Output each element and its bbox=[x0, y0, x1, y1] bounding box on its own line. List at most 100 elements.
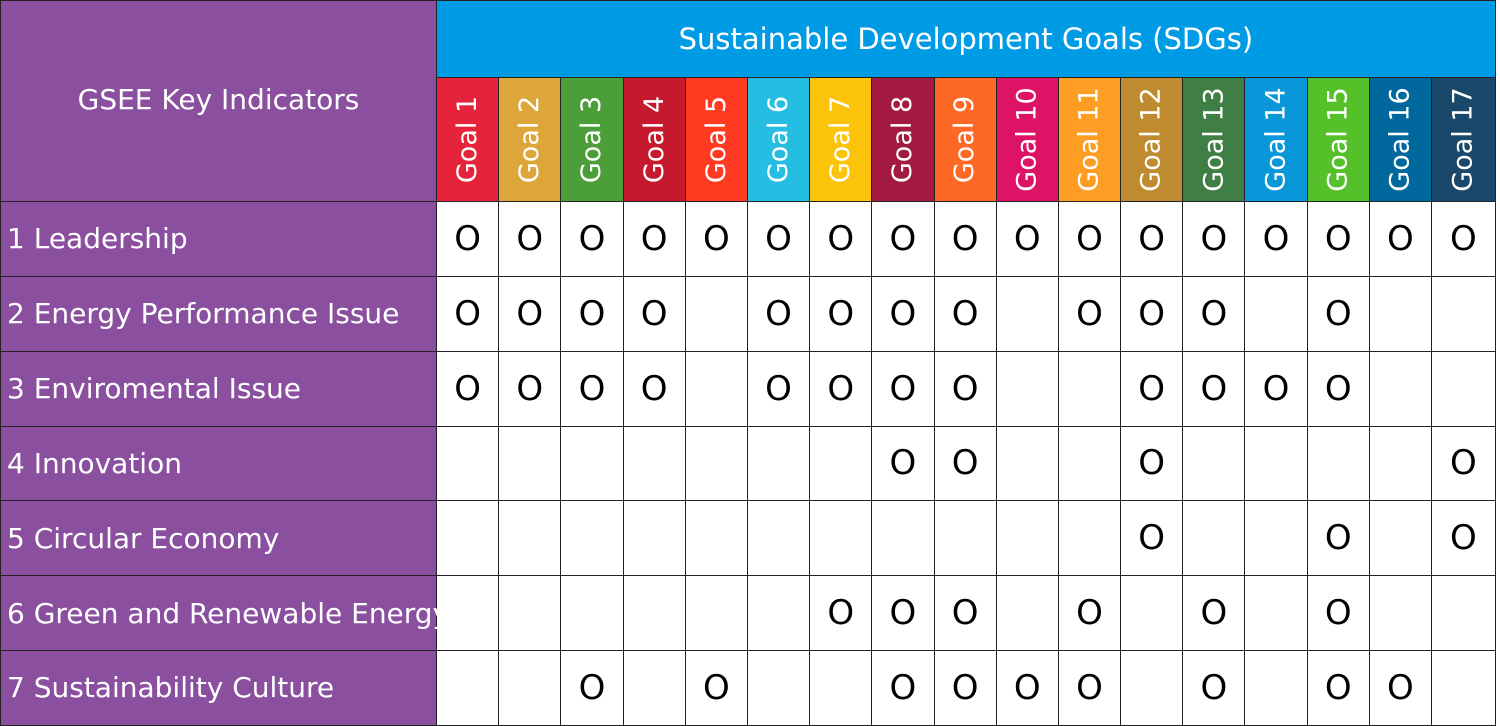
table-cell-empty bbox=[1432, 651, 1496, 726]
table-cell-marked: O bbox=[1121, 426, 1184, 502]
goal-header-4: Goal 4 bbox=[623, 78, 686, 202]
table-cell-empty bbox=[437, 576, 500, 652]
goal-header-13: Goal 13 bbox=[1183, 78, 1246, 202]
table-cell-empty bbox=[1058, 426, 1122, 502]
table-cell-marked: O bbox=[1183, 651, 1246, 726]
goal-header-14: Goal 14 bbox=[1245, 78, 1308, 202]
table-cell-marked: O bbox=[747, 276, 811, 352]
table-cell-empty bbox=[1183, 501, 1246, 577]
table-cell-empty bbox=[437, 651, 500, 726]
table-cell-marked: O bbox=[1121, 276, 1184, 352]
table-cell-empty bbox=[810, 651, 873, 726]
table-cell-marked: O bbox=[561, 276, 624, 352]
table-cell-marked: O bbox=[1058, 202, 1122, 277]
table-cell-marked: O bbox=[685, 202, 748, 277]
table-cell-marked: O bbox=[810, 276, 873, 352]
table-cell-marked: O bbox=[1369, 202, 1432, 277]
table-cell-marked: O bbox=[623, 276, 686, 352]
table-cell-marked: O bbox=[934, 351, 997, 427]
table-cell-empty bbox=[747, 651, 811, 726]
table-cell-marked: O bbox=[437, 202, 500, 277]
table-cell-marked: O bbox=[934, 202, 997, 277]
table-cell-empty bbox=[1369, 576, 1432, 652]
table-cell-marked: O bbox=[561, 351, 624, 427]
table-cell-empty bbox=[1183, 426, 1246, 502]
table-cell-marked: O bbox=[872, 576, 935, 652]
table-cell-marked: O bbox=[561, 651, 624, 726]
table-cell-empty bbox=[499, 426, 562, 502]
goal-header-label: Goal 2 bbox=[514, 95, 546, 184]
goal-header-label: Goal 13 bbox=[1198, 87, 1230, 192]
table-cell-empty bbox=[499, 651, 562, 726]
goal-header-label: Goal 7 bbox=[825, 95, 857, 184]
table-cell-empty bbox=[934, 501, 997, 577]
table-cell-empty bbox=[561, 501, 624, 577]
goal-header-label: Goal 15 bbox=[1322, 87, 1354, 192]
indicator-label-4: 4 Innovation bbox=[0, 426, 437, 502]
goal-header-label: Goal 8 bbox=[887, 95, 919, 184]
table-cell-empty bbox=[499, 501, 562, 577]
goal-header-10: Goal 10 bbox=[996, 78, 1059, 202]
table-cell-empty bbox=[810, 426, 873, 502]
indicator-label-5: 5 Circular Economy bbox=[0, 501, 437, 577]
table-cell-marked: O bbox=[561, 202, 624, 277]
table-cell-empty bbox=[437, 501, 500, 577]
table-cell-empty bbox=[996, 501, 1059, 577]
table-cell-marked: O bbox=[623, 351, 686, 427]
table-cell-marked: O bbox=[1369, 651, 1432, 726]
indicator-label-1: 1 Leadership bbox=[0, 202, 437, 277]
goal-header-9: Goal 9 bbox=[934, 78, 997, 202]
table-cell-empty bbox=[685, 501, 748, 577]
table-cell-marked: O bbox=[1121, 202, 1184, 277]
table-cell-empty bbox=[1121, 651, 1184, 726]
table-cell-marked: O bbox=[1307, 651, 1370, 726]
table-cell-marked: O bbox=[499, 351, 562, 427]
table-cell-empty bbox=[1369, 351, 1432, 427]
table-cell-marked: O bbox=[1307, 351, 1370, 427]
table-cell-empty bbox=[1369, 426, 1432, 502]
table-cell-marked: O bbox=[934, 651, 997, 726]
goal-header-17: Goal 17 bbox=[1432, 78, 1496, 202]
table-cell-marked: O bbox=[1058, 276, 1122, 352]
table-cell-empty bbox=[623, 426, 686, 502]
table-cell-empty bbox=[1307, 426, 1370, 502]
table-cell-marked: O bbox=[1245, 351, 1308, 427]
table-cell-empty bbox=[685, 426, 748, 502]
table-cell-marked: O bbox=[934, 426, 997, 502]
table-cell-marked: O bbox=[872, 426, 935, 502]
goal-header-label: Goal 6 bbox=[763, 95, 795, 184]
table-cell-empty bbox=[996, 426, 1059, 502]
goal-header-label: Goal 12 bbox=[1136, 87, 1168, 192]
table-cell-marked: O bbox=[934, 276, 997, 352]
table-cell-empty bbox=[437, 426, 500, 502]
goal-header-15: Goal 15 bbox=[1307, 78, 1370, 202]
table-cell-empty bbox=[1245, 576, 1308, 652]
goal-header-label: Goal 9 bbox=[949, 95, 981, 184]
table-cell-empty bbox=[1058, 351, 1122, 427]
table-cell-marked: O bbox=[1183, 202, 1246, 277]
table-cell-marked: O bbox=[1307, 501, 1370, 577]
table-cell-marked: O bbox=[1183, 576, 1246, 652]
table-cell-marked: O bbox=[499, 202, 562, 277]
goal-header-1: Goal 1 bbox=[437, 78, 500, 202]
indicator-label-6: 6 Green and Renewable Energy bbox=[0, 576, 449, 652]
goal-header-label: Goal 5 bbox=[700, 95, 732, 184]
table-cell-marked: O bbox=[810, 202, 873, 277]
table-cell-empty bbox=[685, 576, 748, 652]
table-cell-empty bbox=[1369, 276, 1432, 352]
table-cell-marked: O bbox=[810, 576, 873, 652]
corner-header: GSEE Key Indicators bbox=[0, 0, 437, 202]
table-cell-marked: O bbox=[1307, 576, 1370, 652]
goal-header-6: Goal 6 bbox=[747, 78, 811, 202]
table-cell-empty bbox=[1432, 576, 1496, 652]
table-cell-empty bbox=[1245, 276, 1308, 352]
indicator-label-2: 2 Energy Performance Issue bbox=[0, 276, 437, 352]
table-cell-empty bbox=[1058, 501, 1122, 577]
table-cell-marked: O bbox=[1307, 276, 1370, 352]
table-cell-marked: O bbox=[1121, 501, 1184, 577]
table-cell-marked: O bbox=[747, 202, 811, 277]
table-cell-marked: O bbox=[747, 351, 811, 427]
table-cell-empty bbox=[685, 276, 748, 352]
table-cell-empty bbox=[1369, 501, 1432, 577]
goal-header-label: Goal 16 bbox=[1384, 87, 1416, 192]
